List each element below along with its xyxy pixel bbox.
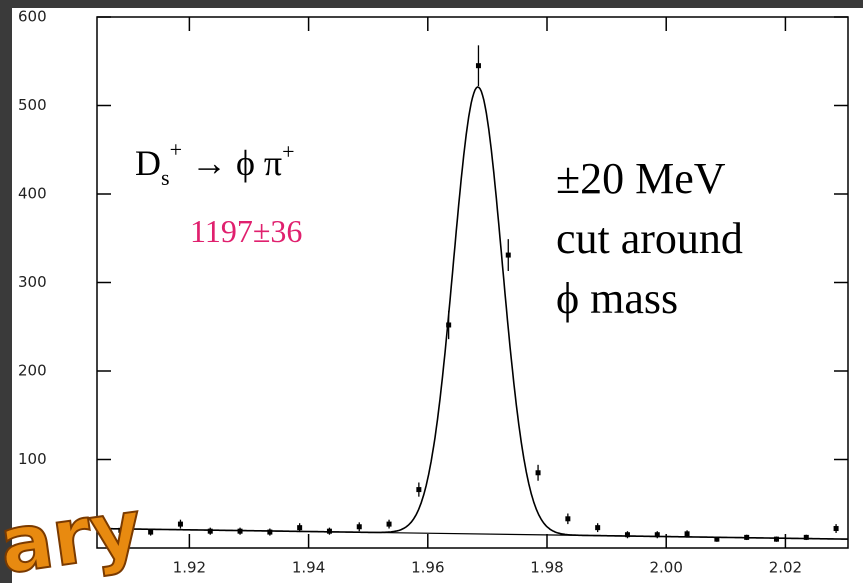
x-tick-label: 1.92 [173, 559, 206, 577]
data-point [356, 524, 362, 530]
data-point [237, 528, 243, 534]
y-tick-label: 500 [18, 96, 47, 114]
data-point [714, 536, 720, 542]
yield: 1197±36 [190, 213, 302, 249]
data-point [386, 521, 392, 527]
decay-sup: + [170, 137, 182, 162]
decay-base: D [135, 143, 161, 183]
data-point [177, 521, 183, 527]
x-tick-label: 1.96 [411, 559, 444, 577]
data-point [148, 529, 154, 535]
x-tick-label: 2.02 [769, 559, 802, 577]
note-line: ±20 MeV [556, 154, 726, 203]
data-point [446, 322, 452, 328]
y-tick-label: 200 [18, 362, 47, 380]
data-point [297, 525, 303, 531]
y-tick-label: 400 [18, 185, 47, 203]
note-line: ϕ mass [556, 274, 678, 323]
data-point [744, 534, 750, 540]
data-point [654, 532, 660, 538]
x-tick-label: 2.00 [650, 559, 683, 577]
data-point [416, 487, 422, 493]
data-point [326, 528, 332, 534]
data-point [505, 252, 511, 258]
data-point [565, 516, 571, 522]
panel [12, 8, 863, 583]
x-tick-label: 1.98 [530, 559, 563, 577]
data-point [833, 526, 839, 532]
decay-rest-sup: + [282, 139, 294, 164]
data-point [207, 528, 213, 534]
data-point [624, 532, 630, 538]
note-line: cut around [556, 214, 743, 263]
data-point [595, 525, 601, 531]
decay-rest: → ϕ π [182, 143, 282, 183]
logo: ary [0, 483, 147, 583]
data-point [684, 531, 690, 537]
data-point [773, 536, 779, 542]
y-tick-label: 600 [18, 8, 47, 26]
data-point [118, 527, 124, 533]
data-point [475, 63, 481, 69]
y-tick-label: 300 [18, 273, 47, 291]
data-point [267, 529, 273, 535]
decay-sub: s [161, 165, 170, 190]
data-point [535, 470, 541, 476]
fit-background [96, 527, 849, 540]
data-point [803, 534, 809, 540]
x-tick-label: 1.94 [292, 559, 325, 577]
decay-label: Ds+ → ϕ π+ [135, 137, 295, 190]
y-tick-label: 100 [18, 450, 47, 468]
